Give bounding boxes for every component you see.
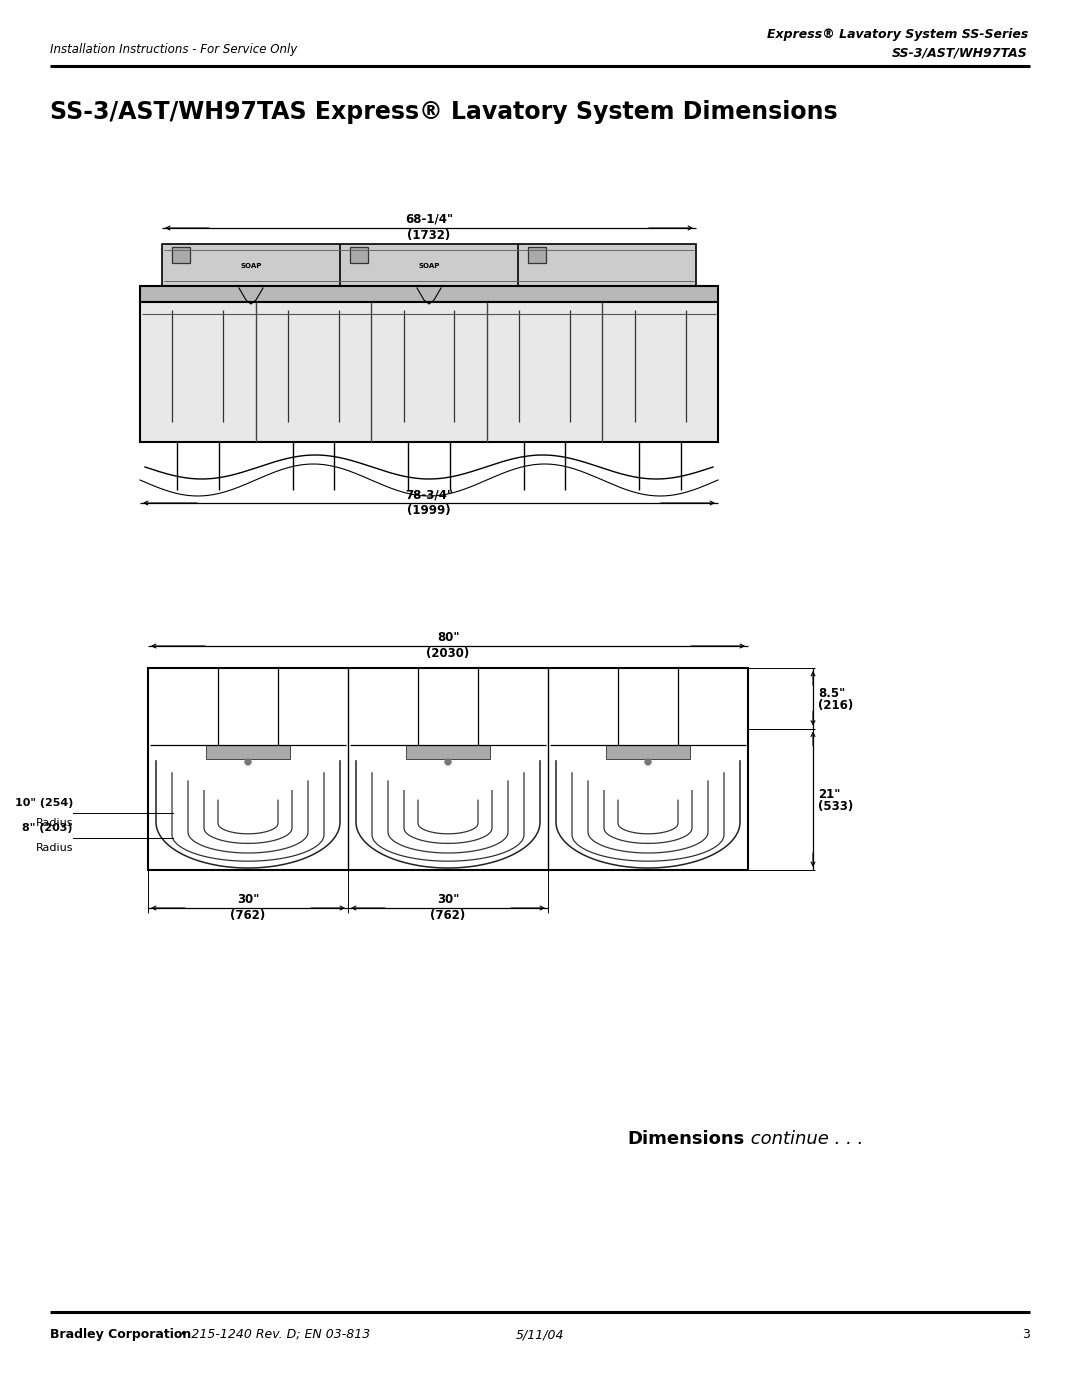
Text: Bradley Corporation: Bradley Corporation	[50, 1329, 191, 1341]
Text: (533): (533)	[818, 800, 853, 813]
Text: 30": 30"	[237, 893, 259, 907]
Text: SOAP: SOAP	[241, 263, 261, 270]
Text: (2030): (2030)	[427, 647, 470, 659]
FancyBboxPatch shape	[148, 668, 748, 870]
Text: (216): (216)	[818, 698, 853, 712]
Text: (1999): (1999)	[407, 504, 450, 517]
FancyBboxPatch shape	[206, 745, 291, 759]
Text: 30": 30"	[436, 893, 459, 907]
FancyBboxPatch shape	[606, 745, 690, 759]
Text: (1732): (1732)	[407, 229, 450, 242]
Text: 78-3/4": 78-3/4"	[405, 488, 453, 502]
Text: 21": 21"	[818, 788, 840, 800]
Circle shape	[645, 759, 651, 766]
Text: 8.5": 8.5"	[818, 687, 846, 700]
FancyBboxPatch shape	[172, 247, 190, 263]
Text: continue . . .: continue . . .	[745, 1130, 863, 1148]
Text: SOAP: SOAP	[418, 263, 440, 270]
Text: 10" (254): 10" (254)	[15, 799, 73, 809]
Text: Installation Instructions - For Service Only: Installation Instructions - For Service …	[50, 43, 297, 56]
Text: Radius: Radius	[36, 842, 73, 852]
Text: 5/11/04: 5/11/04	[516, 1329, 564, 1341]
Text: Dimensions: Dimensions	[627, 1130, 745, 1148]
Text: 8" (203): 8" (203)	[23, 823, 73, 833]
Circle shape	[245, 759, 251, 766]
FancyBboxPatch shape	[140, 286, 718, 302]
Text: 3: 3	[1022, 1329, 1030, 1341]
Text: Express® Lavatory System SS-Series: Express® Lavatory System SS-Series	[767, 28, 1028, 41]
Circle shape	[445, 759, 451, 766]
Text: 80": 80"	[436, 631, 459, 644]
Text: (762): (762)	[430, 909, 465, 922]
Text: • 215-1240 Rev. D; EN 03-813: • 215-1240 Rev. D; EN 03-813	[176, 1329, 370, 1341]
FancyBboxPatch shape	[140, 302, 718, 441]
FancyBboxPatch shape	[350, 247, 368, 263]
Text: Radius: Radius	[36, 819, 73, 828]
Text: (762): (762)	[230, 909, 266, 922]
FancyBboxPatch shape	[406, 745, 490, 759]
Text: 68-1/4": 68-1/4"	[405, 212, 454, 226]
FancyBboxPatch shape	[162, 244, 696, 286]
Text: SS-3/AST/WH97TAS: SS-3/AST/WH97TAS	[892, 46, 1028, 59]
FancyBboxPatch shape	[528, 247, 546, 263]
Text: SS-3/AST/WH97TAS Express® Lavatory System Dimensions: SS-3/AST/WH97TAS Express® Lavatory Syste…	[50, 101, 838, 124]
